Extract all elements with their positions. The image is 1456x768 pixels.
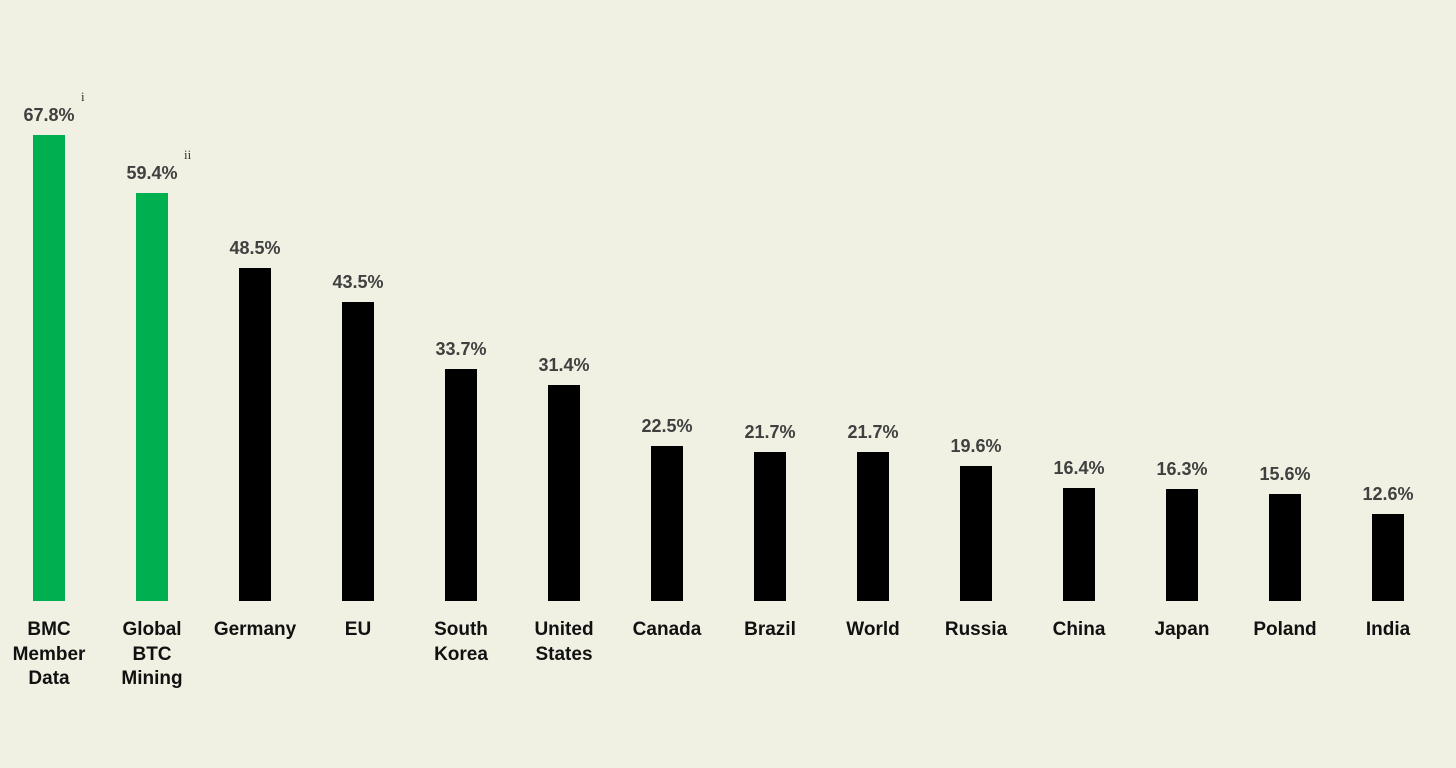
bar xyxy=(857,451,889,601)
x-tick-label: Japan xyxy=(1154,619,1210,640)
value-label: 33.7% xyxy=(435,339,487,360)
x-tick-label: EU xyxy=(344,619,372,640)
value-label: 59.4% xyxy=(126,162,178,183)
x-tick-label: Poland xyxy=(1253,619,1317,640)
value-label: 21.7% xyxy=(744,421,796,442)
value-label: 31.4% xyxy=(538,355,590,376)
x-tick-label: South Korea xyxy=(434,619,488,665)
x-tick-label: BMC Member Data xyxy=(12,619,86,689)
x-tick-label: World xyxy=(846,619,900,640)
x-tick-label: Russia xyxy=(944,619,1008,640)
value-label: 16.4% xyxy=(1053,458,1105,479)
bar xyxy=(1166,488,1198,601)
x-tick-label: India xyxy=(1365,619,1411,640)
x-tick-label: China xyxy=(1052,619,1106,640)
value-label: 16.3% xyxy=(1156,458,1208,479)
value-label: 21.7% xyxy=(847,421,899,442)
x-tick-label: Brazil xyxy=(744,619,796,640)
annotation: ii xyxy=(184,146,192,162)
value-label: 67.8% xyxy=(23,105,75,125)
bar xyxy=(651,446,683,601)
x-tick-label: United States xyxy=(534,619,594,665)
value-label: 15.6% xyxy=(1259,463,1311,484)
value-label: 19.6% xyxy=(950,436,1002,457)
x-tick-label: Global BTC Mining xyxy=(121,619,183,689)
value-label: 12.6% xyxy=(1362,484,1414,505)
bar xyxy=(33,135,65,601)
value-label: 48.5% xyxy=(229,237,281,258)
bar xyxy=(548,385,580,601)
value-label: 22.5% xyxy=(641,416,693,437)
bar xyxy=(960,466,992,601)
bar xyxy=(754,451,786,601)
bar xyxy=(1372,514,1404,601)
bar xyxy=(445,369,477,601)
value-label: 43.5% xyxy=(332,272,384,293)
bar xyxy=(1269,493,1301,601)
x-tick-label: Germany xyxy=(213,619,297,640)
bar xyxy=(342,302,374,601)
annotation: i xyxy=(81,89,85,104)
bar xyxy=(136,192,168,601)
bar xyxy=(1063,488,1095,601)
x-tick-label: Canada xyxy=(632,619,702,640)
bar xyxy=(239,267,271,601)
